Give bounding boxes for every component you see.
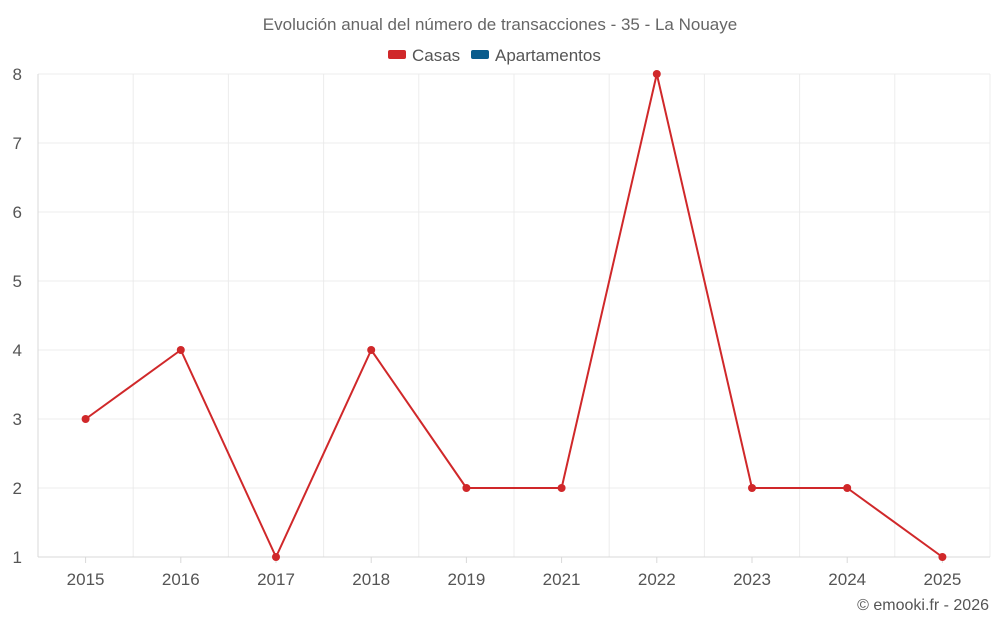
chart-legend: Casas Apartamentos <box>388 46 601 65</box>
data-point-casas <box>843 484 852 492</box>
y-tick-label: 3 <box>13 410 22 429</box>
x-tick-label: 2019 <box>447 570 485 589</box>
data-point-casas <box>557 484 566 492</box>
legend-swatch-casas <box>388 50 406 59</box>
y-tick-label: 6 <box>13 203 22 222</box>
x-tick-label: 2018 <box>352 570 390 589</box>
legend-swatch-apartamentos <box>471 50 489 59</box>
data-point-casas <box>272 553 280 561</box>
x-axis-ticks: 2015 2016 2017 2018 2019 2021 2022 2023 2024 2025 <box>67 570 962 589</box>
y-tick-label: 2 <box>13 479 22 498</box>
x-tick-label: 2025 <box>923 570 961 589</box>
x-tick-label: 2017 <box>257 570 295 589</box>
x-tick-label: 2022 <box>638 570 676 589</box>
chart-series <box>81 70 947 561</box>
x-tick-label: 2024 <box>828 570 866 589</box>
data-point-casas <box>176 346 185 354</box>
y-tick-label: 7 <box>13 134 22 153</box>
chart-axes <box>37 74 990 563</box>
chart-credit: © emooki.fr - 2026 <box>857 597 989 614</box>
data-point-casas <box>462 484 471 492</box>
chart-title: Evolución anual del número de transaccio… <box>263 15 737 34</box>
x-tick-label: 2015 <box>67 570 105 589</box>
data-point-casas <box>367 346 376 354</box>
legend-label-apartamentos[interactable]: Apartamentos <box>495 46 601 65</box>
y-tick-label: 1 <box>13 548 22 567</box>
y-tick-label: 4 <box>13 341 22 360</box>
data-point-casas <box>652 70 661 78</box>
series-line-casas <box>85 73 943 558</box>
x-tick-label: 2016 <box>162 570 200 589</box>
data-point-casas <box>748 484 756 492</box>
x-tick-label: 2023 <box>733 570 771 589</box>
x-tick-label: 2021 <box>543 570 581 589</box>
data-point-casas <box>938 553 947 561</box>
y-tick-label: 5 <box>13 272 22 291</box>
chart-grid <box>37 73 991 557</box>
legend-label-casas[interactable]: Casas <box>412 46 460 65</box>
data-point-casas <box>81 415 90 423</box>
y-axis-ticks: 1 2 3 4 5 6 7 8 <box>13 65 22 567</box>
y-tick-label: 8 <box>13 65 22 84</box>
